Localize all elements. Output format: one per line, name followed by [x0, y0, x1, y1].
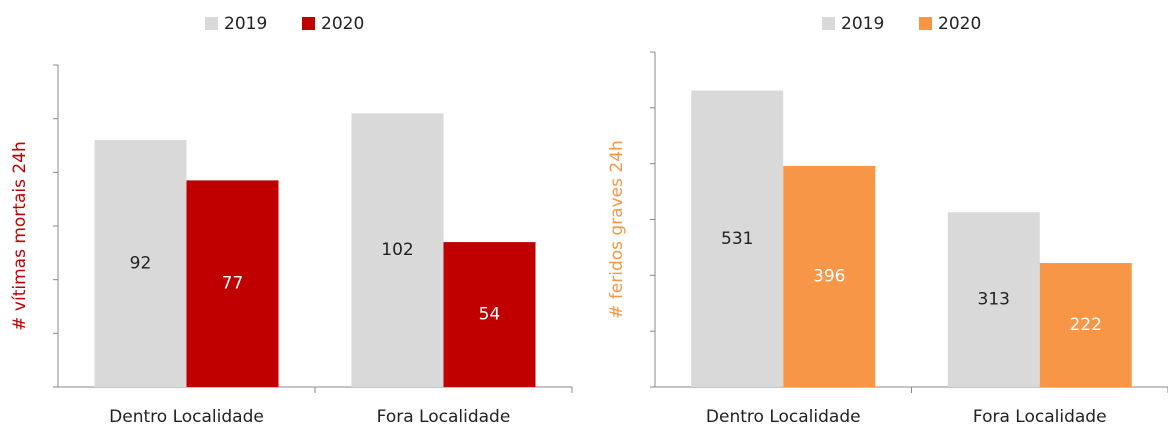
bar — [783, 165, 876, 387]
x-tick-label: Dentro Localidade — [706, 407, 861, 427]
value-label: 92 — [130, 254, 152, 274]
value-label: 222 — [1070, 315, 1102, 335]
value-label: 531 — [721, 229, 753, 249]
legend-swatch — [919, 17, 932, 30]
bar — [1039, 263, 1132, 387]
legend-label: 2020 — [938, 14, 981, 34]
y-axis-label: # vítimas mortais 24h — [10, 141, 30, 330]
value-label: 77 — [222, 274, 244, 294]
x-tick-label: Fora Localidade — [973, 407, 1107, 427]
legend-swatch — [302, 17, 315, 30]
value-label: 396 — [813, 266, 845, 286]
legend-swatch — [205, 17, 218, 30]
value-label: 54 — [479, 305, 501, 325]
value-label: 313 — [978, 290, 1010, 310]
bar — [94, 140, 187, 387]
legend-label: 2019 — [841, 14, 884, 34]
bar — [691, 90, 784, 388]
x-tick-label: Dentro Localidade — [109, 407, 264, 427]
bar — [186, 180, 279, 387]
value-label: 102 — [381, 240, 413, 260]
bar — [351, 113, 444, 388]
legend-swatch — [822, 17, 835, 30]
bar — [947, 212, 1040, 387]
legend-label: 2019 — [224, 14, 267, 34]
legend-label: 2020 — [321, 14, 364, 34]
bar — [443, 242, 536, 387]
y-axis-label: # feridos graves 24h — [607, 140, 627, 319]
x-tick-label: Fora Localidade — [377, 407, 511, 427]
